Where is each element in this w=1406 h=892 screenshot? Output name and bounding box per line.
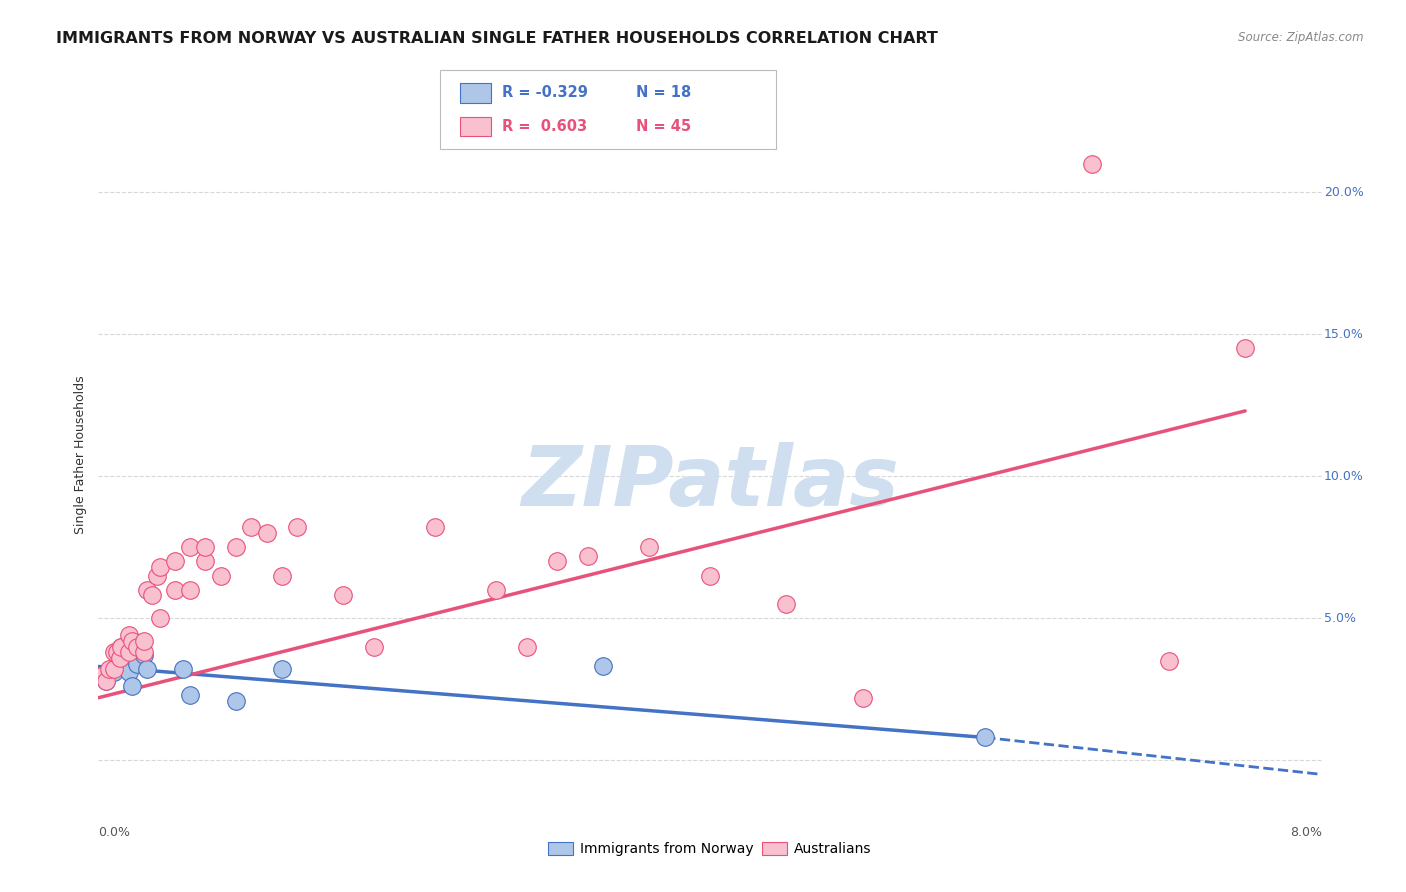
Point [94, 673, 117, 688]
Point [163, 554, 186, 568]
Point [256, 526, 278, 541]
Text: IMMIGRANTS FROM NORWAY VS AUSTRALIAN SINGLE FATHER HOUSEHOLDS CORRELATION CHART: IMMIGRANTS FROM NORWAY VS AUSTRALIAN SIN… [56, 31, 938, 46]
Point [194, 540, 217, 554]
Point [852, 690, 875, 705]
Text: Source: ZipAtlas.com: Source: ZipAtlas.com [1239, 31, 1364, 45]
Point [125, 640, 148, 654]
Point [103, 662, 125, 676]
Point [118, 665, 141, 680]
Point [179, 540, 201, 554]
Point [516, 640, 538, 654]
Point [118, 645, 141, 659]
Point [194, 554, 217, 568]
Text: R = -0.329: R = -0.329 [502, 86, 588, 100]
Point [118, 628, 141, 642]
Text: N = 45: N = 45 [636, 120, 690, 134]
Point [225, 693, 247, 707]
Point [125, 657, 148, 671]
Point [1081, 157, 1104, 171]
Point [423, 520, 446, 534]
Point [136, 662, 159, 676]
Point [240, 520, 263, 534]
Point [103, 665, 125, 680]
Point [111, 645, 134, 659]
Text: 8.0%: 8.0% [1289, 825, 1322, 838]
Point [134, 648, 156, 662]
Point [775, 597, 797, 611]
Point [270, 568, 294, 582]
Point [98, 662, 121, 676]
Point [108, 651, 131, 665]
Point [134, 634, 156, 648]
Text: N = 18: N = 18 [636, 86, 690, 100]
Point [225, 540, 247, 554]
Point [179, 582, 201, 597]
Text: 5.0%: 5.0% [1324, 612, 1355, 624]
Point [592, 659, 614, 673]
Text: 15.0%: 15.0% [1324, 327, 1364, 341]
Point [485, 582, 508, 597]
Point [91, 668, 114, 682]
Point [136, 582, 159, 597]
Point [1157, 654, 1180, 668]
Text: 10.0%: 10.0% [1324, 470, 1364, 483]
Point [172, 662, 194, 676]
Legend: Immigrants from Norway, Australians: Immigrants from Norway, Australians [543, 837, 877, 862]
Point [576, 549, 599, 563]
Point [145, 568, 167, 582]
Point [699, 568, 721, 582]
Text: 20.0%: 20.0% [1324, 186, 1364, 199]
Point [637, 540, 661, 554]
Point [179, 688, 201, 702]
Point [103, 645, 125, 659]
Point [974, 731, 997, 745]
Point [105, 659, 128, 673]
Point [110, 640, 132, 654]
Point [107, 651, 129, 665]
Point [105, 645, 128, 659]
Point [141, 589, 163, 603]
Point [121, 634, 143, 648]
Text: R =  0.603: R = 0.603 [502, 120, 588, 134]
Point [91, 668, 114, 682]
Y-axis label: Single Father Households: Single Father Households [75, 376, 87, 534]
Point [149, 560, 172, 574]
Point [546, 554, 568, 568]
Point [121, 679, 143, 693]
Point [285, 520, 308, 534]
Text: ZIPatlas: ZIPatlas [522, 442, 898, 524]
Point [1234, 342, 1257, 356]
Point [332, 589, 354, 603]
Point [94, 673, 117, 688]
Point [110, 640, 132, 654]
Point [270, 662, 294, 676]
Point [209, 568, 232, 582]
Point [363, 640, 385, 654]
Text: 0.0%: 0.0% [98, 825, 131, 838]
Point [149, 611, 172, 625]
Point [134, 645, 156, 659]
Point [163, 582, 186, 597]
